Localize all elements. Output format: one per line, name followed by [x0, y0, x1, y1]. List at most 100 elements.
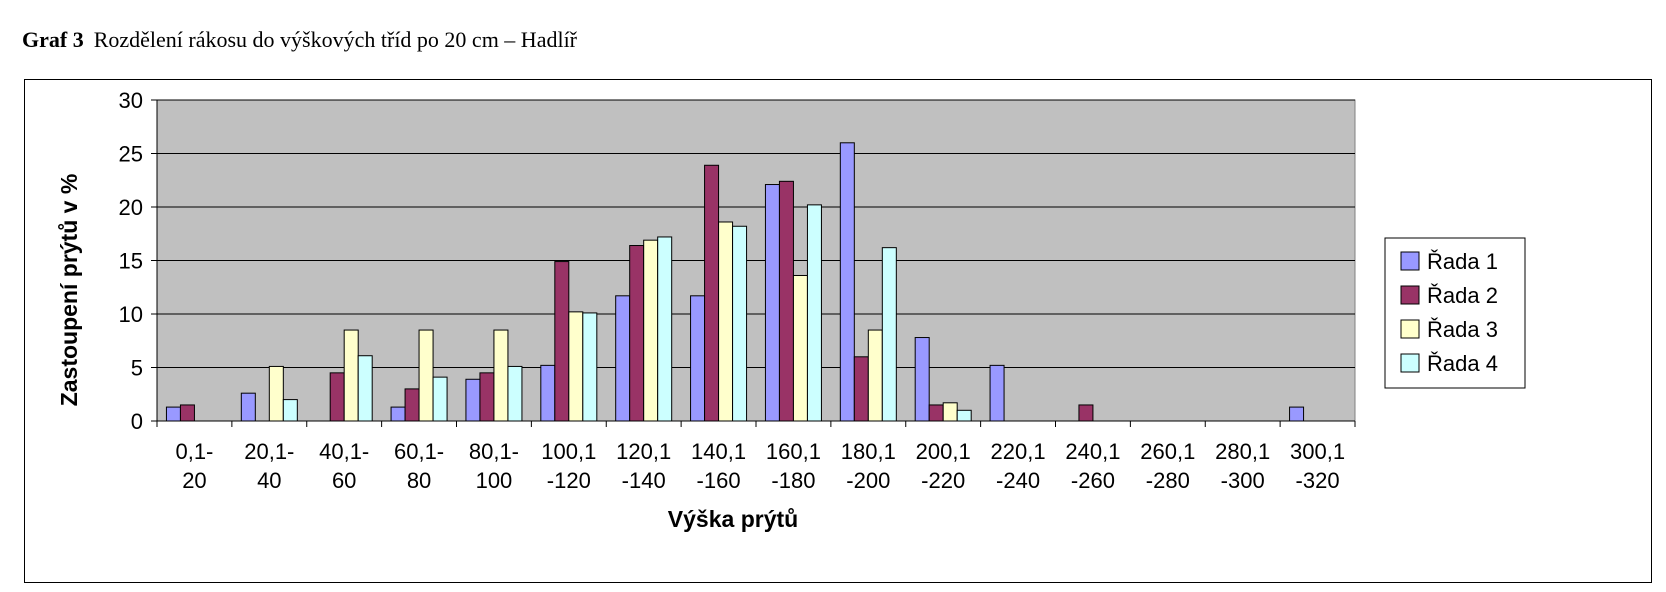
bar [465, 378, 481, 422]
bar [956, 409, 972, 422]
x-tick-label-line: 80 [407, 468, 431, 493]
x-tick-label-line: 140,1 [691, 439, 746, 464]
y-tick-label: 30 [119, 88, 143, 113]
x-tick-label-line: -280 [1146, 468, 1190, 493]
x-tick-label-line: 300,1 [1290, 439, 1345, 464]
x-axis-title: Výška prýtů [668, 506, 798, 532]
bar [1289, 406, 1305, 422]
tick-labels: 0 5 10 15 20 25 30 0,1- 20 20,1- 40 40,1- 60 60,1- 80 8… [119, 88, 1346, 493]
bar [704, 164, 720, 422]
x-tick-label-line: 180,1 [841, 439, 896, 464]
x-tick-label: 200,1 -220 [916, 439, 971, 493]
x-tick-label-line: -140 [622, 468, 666, 493]
x-tick-label: 40,1- 60 [319, 439, 369, 493]
bar [989, 364, 1005, 422]
figure-number: Graf 3 [22, 27, 84, 52]
bar [268, 365, 284, 422]
x-tick-label-line: 200,1 [916, 439, 971, 464]
bar [792, 274, 808, 422]
bar [867, 329, 883, 422]
x-tick-label: 280,1 -300 [1215, 439, 1270, 493]
x-tick-label-line: 260,1 [1140, 439, 1195, 464]
x-tick-label: 160,1 -180 [766, 439, 821, 493]
y-tick-label: 25 [119, 142, 143, 167]
bar [432, 376, 448, 422]
x-tick-label-line: 60 [332, 468, 356, 493]
bar [390, 406, 406, 422]
x-tick-label-line: -180 [771, 468, 815, 493]
legend-label: Řada 2 [1427, 283, 1498, 308]
x-tick-label-line: 20,1- [244, 439, 294, 464]
x-tick-label: 120,1 -140 [616, 439, 671, 493]
bar [540, 364, 556, 422]
y-tick-label: 15 [119, 249, 143, 274]
bar [839, 142, 855, 422]
bar [357, 355, 373, 422]
x-tick-label-line: 0,1- [175, 439, 213, 464]
bar [479, 372, 495, 422]
x-tick-label-line: 120,1 [616, 439, 671, 464]
x-tick-label-line: 240,1 [1065, 439, 1120, 464]
y-tick-label: 5 [131, 356, 143, 381]
bar [582, 312, 598, 422]
bar [343, 329, 359, 422]
figure-caption: Graf 3 Rozdělení rákosu do výškových tříd… [22, 27, 577, 53]
x-tick-label-line: 40,1- [319, 439, 369, 464]
x-tick-label-line: 80,1- [469, 439, 519, 464]
x-tick-label-line: -200 [846, 468, 890, 493]
x-tick-label: 100,1 -120 [541, 439, 596, 493]
x-tick-label: 240,1 -260 [1065, 439, 1120, 493]
bar [507, 365, 523, 422]
legend: Řada 1 Řada 2 Řada 3 Řada 4 [1384, 237, 1526, 389]
x-tick-label-line: 60,1- [394, 439, 444, 464]
legend-swatch [1400, 319, 1420, 339]
bar [718, 221, 734, 422]
y-tick-label: 20 [119, 195, 143, 220]
bar [643, 239, 659, 422]
bar [282, 399, 298, 422]
bar [690, 295, 706, 422]
x-tick-label: 60,1- 80 [394, 439, 444, 493]
bars [165, 142, 1305, 422]
bar [806, 204, 822, 422]
legend-swatch [1400, 251, 1420, 271]
bar [629, 245, 645, 422]
legend-swatch [1400, 353, 1420, 373]
bar [493, 329, 509, 422]
x-tick-label: 300,1 -320 [1290, 439, 1345, 493]
x-tick-label-line: 20 [182, 468, 206, 493]
bar [615, 295, 631, 422]
bar [1078, 404, 1094, 422]
bar [732, 225, 748, 422]
y-axis-title: Zastoupení prýtů v % [56, 174, 82, 407]
x-tick-label-line: -220 [921, 468, 965, 493]
bar [914, 337, 930, 422]
x-tick-label-line: -300 [1221, 468, 1265, 493]
bar [657, 236, 673, 422]
x-tick-label-line: 160,1 [766, 439, 821, 464]
x-tick-label-line: 220,1 [991, 439, 1046, 464]
bar [329, 372, 345, 422]
x-tick-label-line: 40 [257, 468, 281, 493]
legend-label: Řada 3 [1427, 317, 1498, 342]
legend-label: Řada 1 [1427, 249, 1498, 274]
x-tick-label-line: 100,1 [541, 439, 596, 464]
bar [179, 404, 195, 422]
x-tick-label: 80,1- 100 [469, 439, 519, 493]
x-tick-label-line: 280,1 [1215, 439, 1270, 464]
bar [418, 329, 434, 422]
x-tick-label-line: -120 [547, 468, 591, 493]
figure-title: Rozdělení rákosu do výškových tříd po 20… [93, 27, 578, 52]
bar [942, 402, 958, 422]
x-tick-label-line: -160 [697, 468, 741, 493]
x-tick-label: 140,1 -160 [691, 439, 746, 493]
x-tick-label-line: -260 [1071, 468, 1115, 493]
bar [853, 356, 869, 422]
bar [881, 247, 897, 422]
x-tick-label: 20,1- 40 [244, 439, 294, 493]
x-tick-label: 260,1 -280 [1140, 439, 1195, 493]
bar [165, 406, 181, 422]
x-tick-label-line: -320 [1296, 468, 1340, 493]
bar [764, 184, 780, 422]
